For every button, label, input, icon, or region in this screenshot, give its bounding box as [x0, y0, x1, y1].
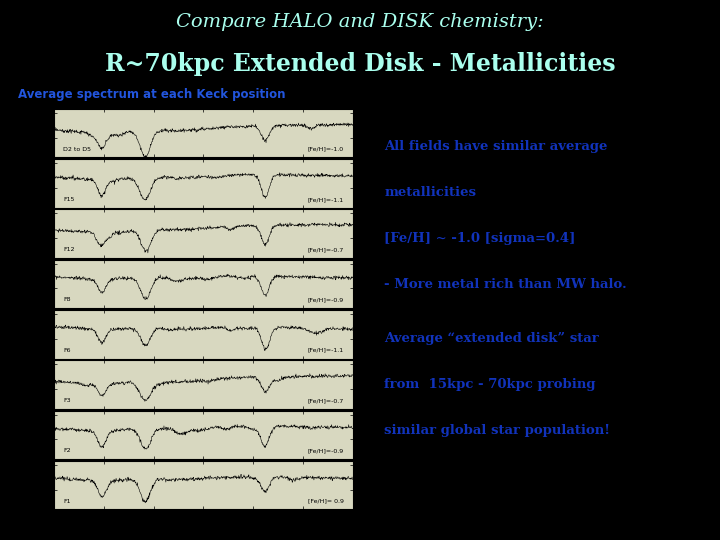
- Text: from  15kpc - 70kpc probing: from 15kpc - 70kpc probing: [384, 378, 596, 391]
- Text: [Fe/H]=-0.7: [Fe/H]=-0.7: [307, 398, 344, 403]
- Text: F1: F1: [63, 498, 71, 504]
- Text: Flux: Flux: [35, 228, 40, 239]
- Text: similar global star population!: similar global star population!: [384, 424, 611, 437]
- Text: [Fe/H] ~ -1.0 [sigma=0.4]: [Fe/H] ~ -1.0 [sigma=0.4]: [384, 232, 576, 245]
- Text: Flux: Flux: [35, 329, 40, 339]
- Text: F6: F6: [63, 348, 71, 353]
- Text: All fields have similar average: All fields have similar average: [384, 140, 608, 153]
- Text: Flux: Flux: [35, 480, 40, 490]
- Text: Compare HALO and DISK chemistry:: Compare HALO and DISK chemistry:: [176, 13, 544, 31]
- Text: - More metal rich than MW halo.: - More metal rich than MW halo.: [384, 278, 627, 291]
- Text: F8: F8: [63, 298, 71, 302]
- Text: R~70kpc Extended Disk - Metallicities: R~70kpc Extended Disk - Metallicities: [104, 52, 616, 76]
- Text: F15: F15: [63, 197, 74, 202]
- Text: F12: F12: [63, 247, 74, 252]
- Text: D2 to D5: D2 to D5: [63, 147, 91, 152]
- Text: [Fe/H]=-1.1: [Fe/H]=-1.1: [307, 348, 344, 353]
- Text: [Fe/H]=-0.9: [Fe/H]=-0.9: [307, 448, 344, 454]
- Text: Average spectrum at each Keck position: Average spectrum at each Keck position: [17, 88, 285, 101]
- Text: Flux: Flux: [35, 279, 40, 289]
- Text: [Fe/H]=-0.7: [Fe/H]=-0.7: [307, 247, 344, 252]
- X-axis label: Wavelength (Å): Wavelength (Å): [174, 522, 233, 532]
- Text: [Fe/H]=-1.1: [Fe/H]=-1.1: [307, 197, 344, 202]
- Text: F2: F2: [63, 448, 71, 454]
- Text: Flux: Flux: [35, 380, 40, 390]
- Text: [Fe/H]=-1.0: [Fe/H]=-1.0: [307, 147, 344, 152]
- Text: metallicities: metallicities: [384, 186, 477, 199]
- Text: Flux: Flux: [35, 128, 40, 138]
- Text: [Fe/H]= 0.9: [Fe/H]= 0.9: [308, 498, 344, 504]
- Text: F3: F3: [63, 398, 71, 403]
- Text: Flux: Flux: [35, 430, 40, 440]
- Text: [Fe/H]=-0.9: [Fe/H]=-0.9: [307, 298, 344, 302]
- Text: Average “extended disk” star: Average “extended disk” star: [384, 332, 599, 345]
- Text: Flux: Flux: [35, 178, 40, 188]
